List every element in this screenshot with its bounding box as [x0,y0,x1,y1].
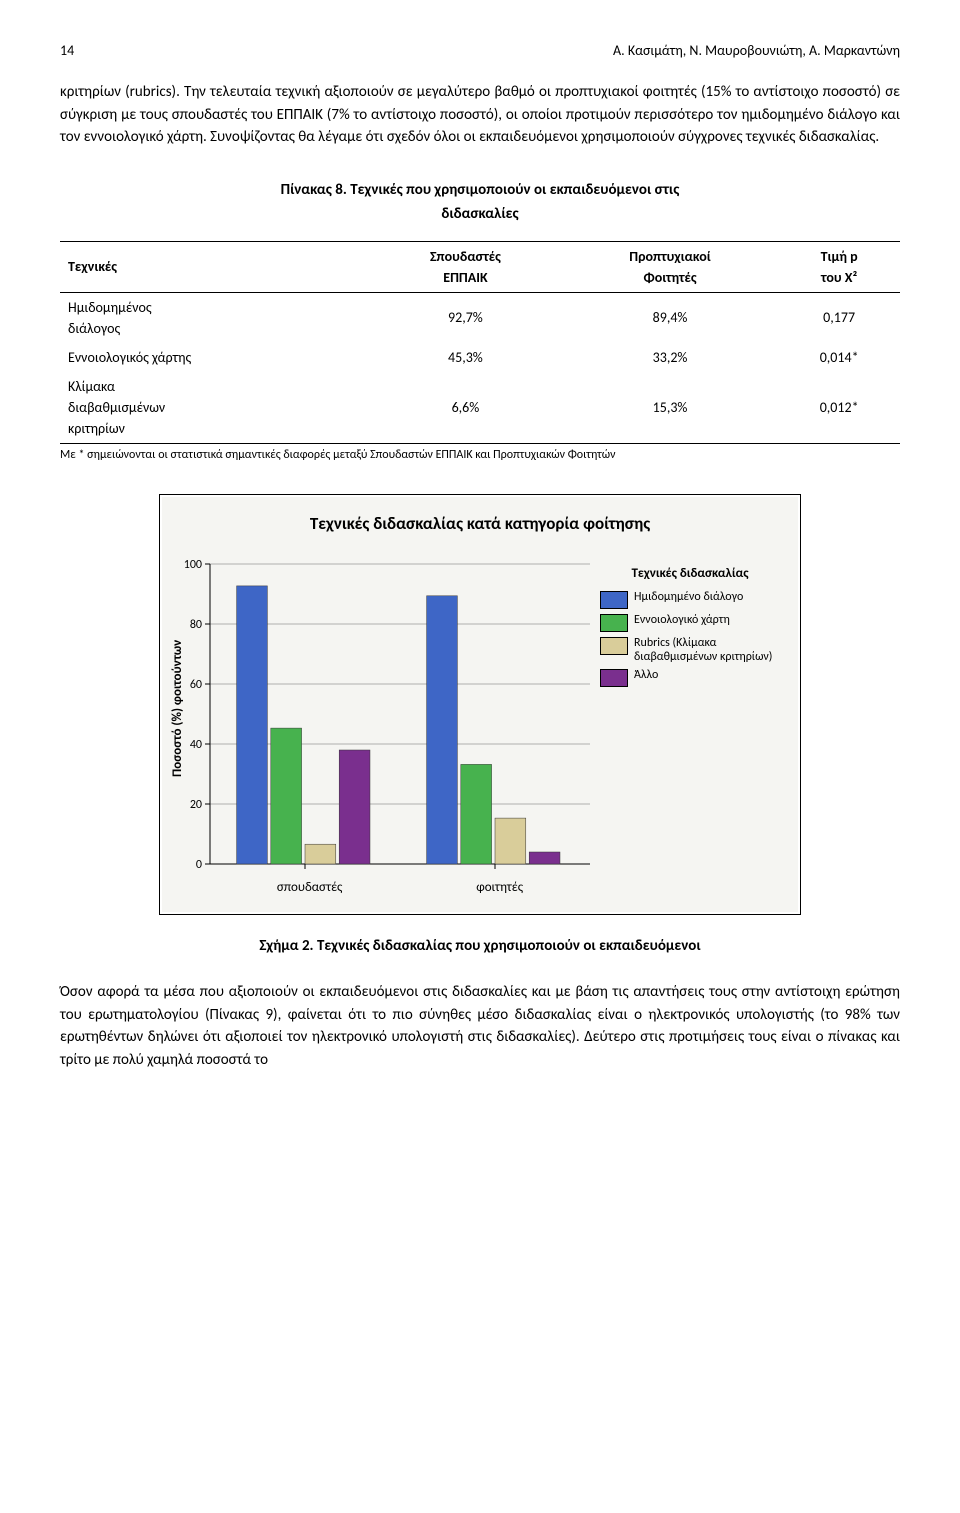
table8: Τεχνικές Σπουδαστές ΕΠΠΑΙΚ Προπτυχιακοί … [60,241,900,444]
th-techniques: Τεχνικές [60,241,369,292]
paragraph-2: Όσον αφορά τα μέσα που αξιοποιούν οι εκπ… [60,981,900,1071]
th-pvalue: Τιμή p του Χ² [778,241,900,292]
svg-text:40: 40 [190,738,202,752]
legend-item: Ημιδομημένο διάλογο [600,590,780,609]
svg-text:0: 0 [196,858,202,872]
legend-label: Άλλο [634,668,658,682]
legend-label: Εννοιολογικό χάρτη [634,613,730,627]
legend-label: Ημιδομημένο διάλογο [634,590,743,604]
th-spoudastes: Σπουδαστές ΕΠΠΑΙΚ [369,241,562,292]
table-row: Κλίμακα διαβαθμισμένων κριτηρίων 6,6% 15… [60,372,900,444]
paragraph-1: κριτηρίων (rubrics). Την τελευταία τεχνι… [60,81,900,149]
legend-swatch [600,591,628,609]
chart-plot: 0 20 40 60 80 100 σπουδαστές φοιτητές [162,554,592,912]
chart-legend: Τεχνικές διδασκαλίας Ημιδομημένο διάλογο… [592,554,788,912]
legend-swatch [600,637,628,655]
chart-title: Τεχνικές διδασκαλίας κατά κατηγορία φοίτ… [162,497,798,555]
table8-caption-line2: διδασκαλίες [60,203,900,226]
table-row: Εννοιολογικός χάρτης 45,3% 33,2% 0,014* [60,343,900,372]
xtick-label: φοιτητές [476,878,523,898]
legend-label: Rubrics (Κλίμακα διαβαθμισμένων κριτηρίω… [634,636,780,665]
legend-swatch [600,669,628,687]
legend-item: Εννοιολογικό χάρτη [600,613,780,632]
chart-ylabel: Ποσοστό (%) φοιτούντων [168,639,188,776]
svg-text:80: 80 [190,618,202,632]
x-ticks: σπουδαστές φοιτητές [162,878,590,912]
legend-title: Τεχνικές διδασκαλίας [600,564,780,584]
chart-inner: Τεχνικές διδασκαλίας κατά κατηγορία φοίτ… [162,497,798,912]
table8-caption-line1: Πίνακας 8. Τεχνικές που χρησιμοποιούν οι… [60,179,900,202]
svg-text:60: 60 [190,678,202,692]
page-authors: Α. Κασιμάτη, Ν. Μαυροβουνιώτη, Α. Μαρκαν… [613,40,900,61]
chart-container: Τεχνικές διδασκαλίας κατά κατηγορία φοίτ… [159,494,801,915]
legend-item: Άλλο [600,668,780,687]
figure2-caption: Σχήμα 2. Τεχνικές διδασκαλίας που χρησιμ… [60,935,900,958]
table8-footnote: Με * σημειώνονται οι στατιστικά σημαντικ… [60,446,900,464]
legend-item: Rubrics (Κλίμακα διαβαθμισμένων κριτηρίω… [600,636,780,665]
svg-text:100: 100 [184,558,202,572]
svg-text:20: 20 [190,798,202,812]
page-header: 14 Α. Κασιμάτη, Ν. Μαυροβουνιώτη, Α. Μαρ… [60,40,900,61]
legend-swatch [600,614,628,632]
xtick-label: σπουδαστές [277,878,342,898]
th-proptyxiakoi: Προπτυχιακοί Φοιτητές [562,241,778,292]
page-number: 14 [60,40,74,61]
table-row: Ημιδομημένος διάλογος 92,7% 89,4% 0,177 [60,292,900,343]
